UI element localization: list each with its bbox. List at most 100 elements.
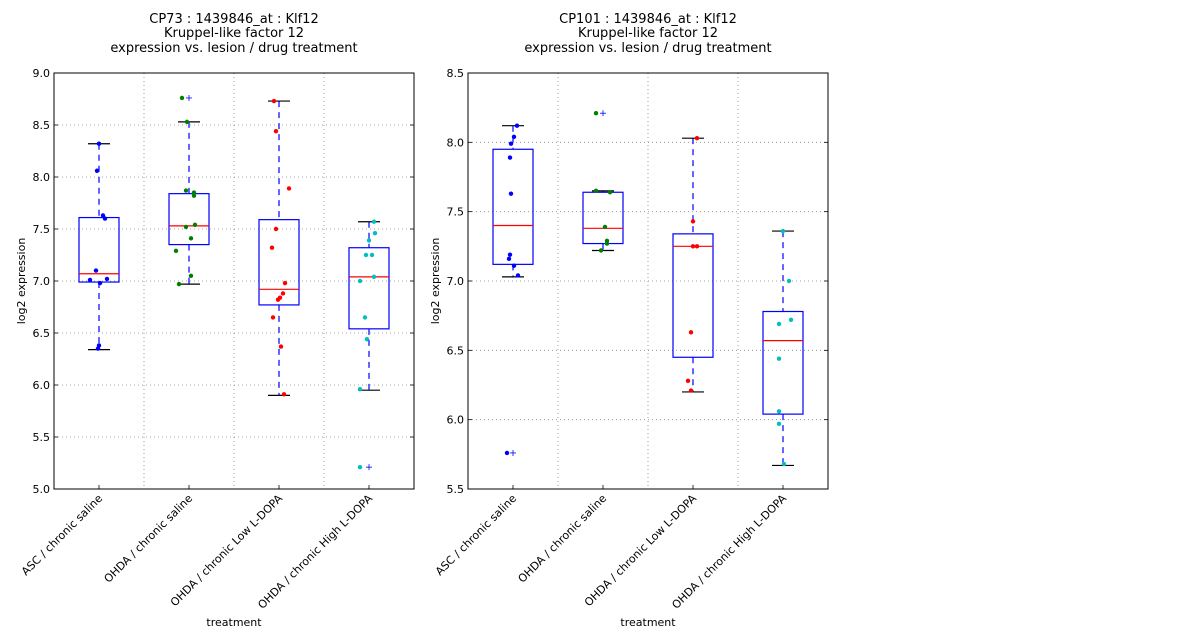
data-point — [362, 315, 368, 320]
y-tick-label: 7.5 — [447, 206, 465, 219]
y-tick-label: 6.0 — [447, 414, 465, 427]
data-point — [507, 252, 513, 257]
data-point — [192, 222, 198, 228]
data-point — [176, 281, 182, 287]
data-point — [593, 111, 599, 116]
y-tick-label: 8.0 — [447, 136, 465, 149]
y-tick-label: 6.5 — [447, 344, 465, 357]
data-point — [357, 386, 363, 392]
data-point — [511, 134, 517, 139]
data-point — [271, 98, 277, 104]
data-point — [776, 421, 782, 427]
chart-title-line-1: CP73 : 1439846_at : Klf12 — [149, 12, 318, 27]
data-point — [511, 263, 517, 268]
data-point — [273, 226, 279, 232]
data-point — [776, 409, 782, 414]
data-point — [269, 245, 275, 250]
data-point — [372, 230, 378, 236]
box-group — [258, 98, 300, 397]
data-point — [280, 291, 286, 296]
box-iqr — [78, 216, 120, 283]
y-axis-label: log2 expression — [429, 238, 442, 325]
data-point — [781, 461, 787, 467]
panel-cp73: CP73 : 1439846_at : Klf12 Kruppel-like f… — [15, 12, 415, 629]
box-iqr — [168, 193, 210, 246]
data-point — [598, 248, 604, 253]
data-point — [363, 252, 369, 258]
box-iqr — [672, 233, 714, 358]
data-point — [364, 337, 370, 342]
box-group — [672, 135, 714, 393]
data-point — [776, 321, 782, 327]
box-iqr — [258, 219, 300, 306]
data-point — [188, 273, 194, 278]
box-group — [168, 94, 210, 287]
y-tick-label: 6.5 — [33, 327, 51, 340]
data-point — [506, 256, 512, 262]
chart-title-line-3: expression vs. lesion / drug treatment — [524, 41, 771, 56]
box-iqr — [762, 310, 804, 415]
y-tick-label: 7.5 — [33, 223, 51, 236]
data-point — [371, 219, 377, 224]
data-point — [604, 241, 610, 246]
box-iqr — [492, 148, 534, 265]
data-point — [102, 216, 108, 221]
data-point — [369, 252, 375, 258]
chart-title-line-2: Kruppel-like factor 12 — [578, 26, 718, 41]
data-point — [93, 268, 99, 273]
data-point — [188, 236, 194, 241]
x-tick-label: ASC / chronic saline — [19, 492, 105, 578]
y-tick-label: 5.5 — [33, 431, 51, 444]
data-point — [96, 141, 102, 146]
box-group — [582, 110, 624, 253]
y-tick-label: 7.0 — [33, 275, 51, 288]
data-point — [607, 190, 613, 195]
data-point — [690, 244, 696, 249]
data-point — [179, 95, 185, 101]
data-point — [273, 129, 279, 134]
data-point — [275, 297, 281, 302]
data-point — [788, 317, 794, 323]
box-group — [348, 219, 390, 471]
data-point — [104, 276, 110, 282]
data-point — [688, 330, 694, 335]
chart-title-line-1: CP101 : 1439846_at : Klf12 — [559, 12, 737, 27]
y-tick-label: 5.5 — [447, 483, 465, 496]
y-tick-label: 8.5 — [447, 67, 465, 80]
x-axis-label: treatment — [620, 616, 676, 629]
plot-area: 5.5 6.0 6.5 7.0 7.5 8.0 8.5 ASC / chronic salin… — [433, 67, 829, 612]
data-point — [366, 238, 372, 243]
data-point — [100, 213, 106, 218]
data-point — [780, 228, 786, 234]
y-tick-label: 8.0 — [33, 171, 51, 184]
data-point — [776, 356, 782, 361]
y-tick-label: 5.0 — [33, 483, 51, 496]
data-point — [286, 186, 292, 191]
data-point — [688, 388, 694, 393]
chart-title-line-3: expression vs. lesion / drug treatment — [110, 41, 357, 56]
data-point — [515, 273, 521, 278]
data-point — [184, 119, 190, 125]
data-point — [504, 450, 510, 456]
data-point — [87, 277, 93, 283]
y-tick-label: 6.0 — [33, 379, 51, 392]
axes-frame — [467, 72, 829, 490]
panel-cp101: CP101 : 1439846_at : Klf12 Kruppel-like … — [429, 12, 829, 629]
y-tick-label: 9.0 — [33, 67, 51, 80]
data-point — [270, 315, 276, 320]
data-point — [173, 248, 179, 254]
data-point — [282, 280, 288, 286]
data-point — [191, 193, 197, 198]
data-point — [281, 392, 287, 397]
data-point — [690, 219, 696, 224]
x-tick-label: OHDA / chronic saline — [516, 492, 610, 586]
data-point — [508, 191, 514, 196]
data-point — [602, 224, 608, 230]
data-point — [508, 141, 514, 146]
data-point — [507, 155, 513, 160]
x-tick-label: ASC / chronic saline — [433, 492, 519, 578]
data-point — [786, 278, 792, 284]
x-axis-label: treatment — [206, 616, 262, 629]
data-point — [278, 344, 284, 349]
